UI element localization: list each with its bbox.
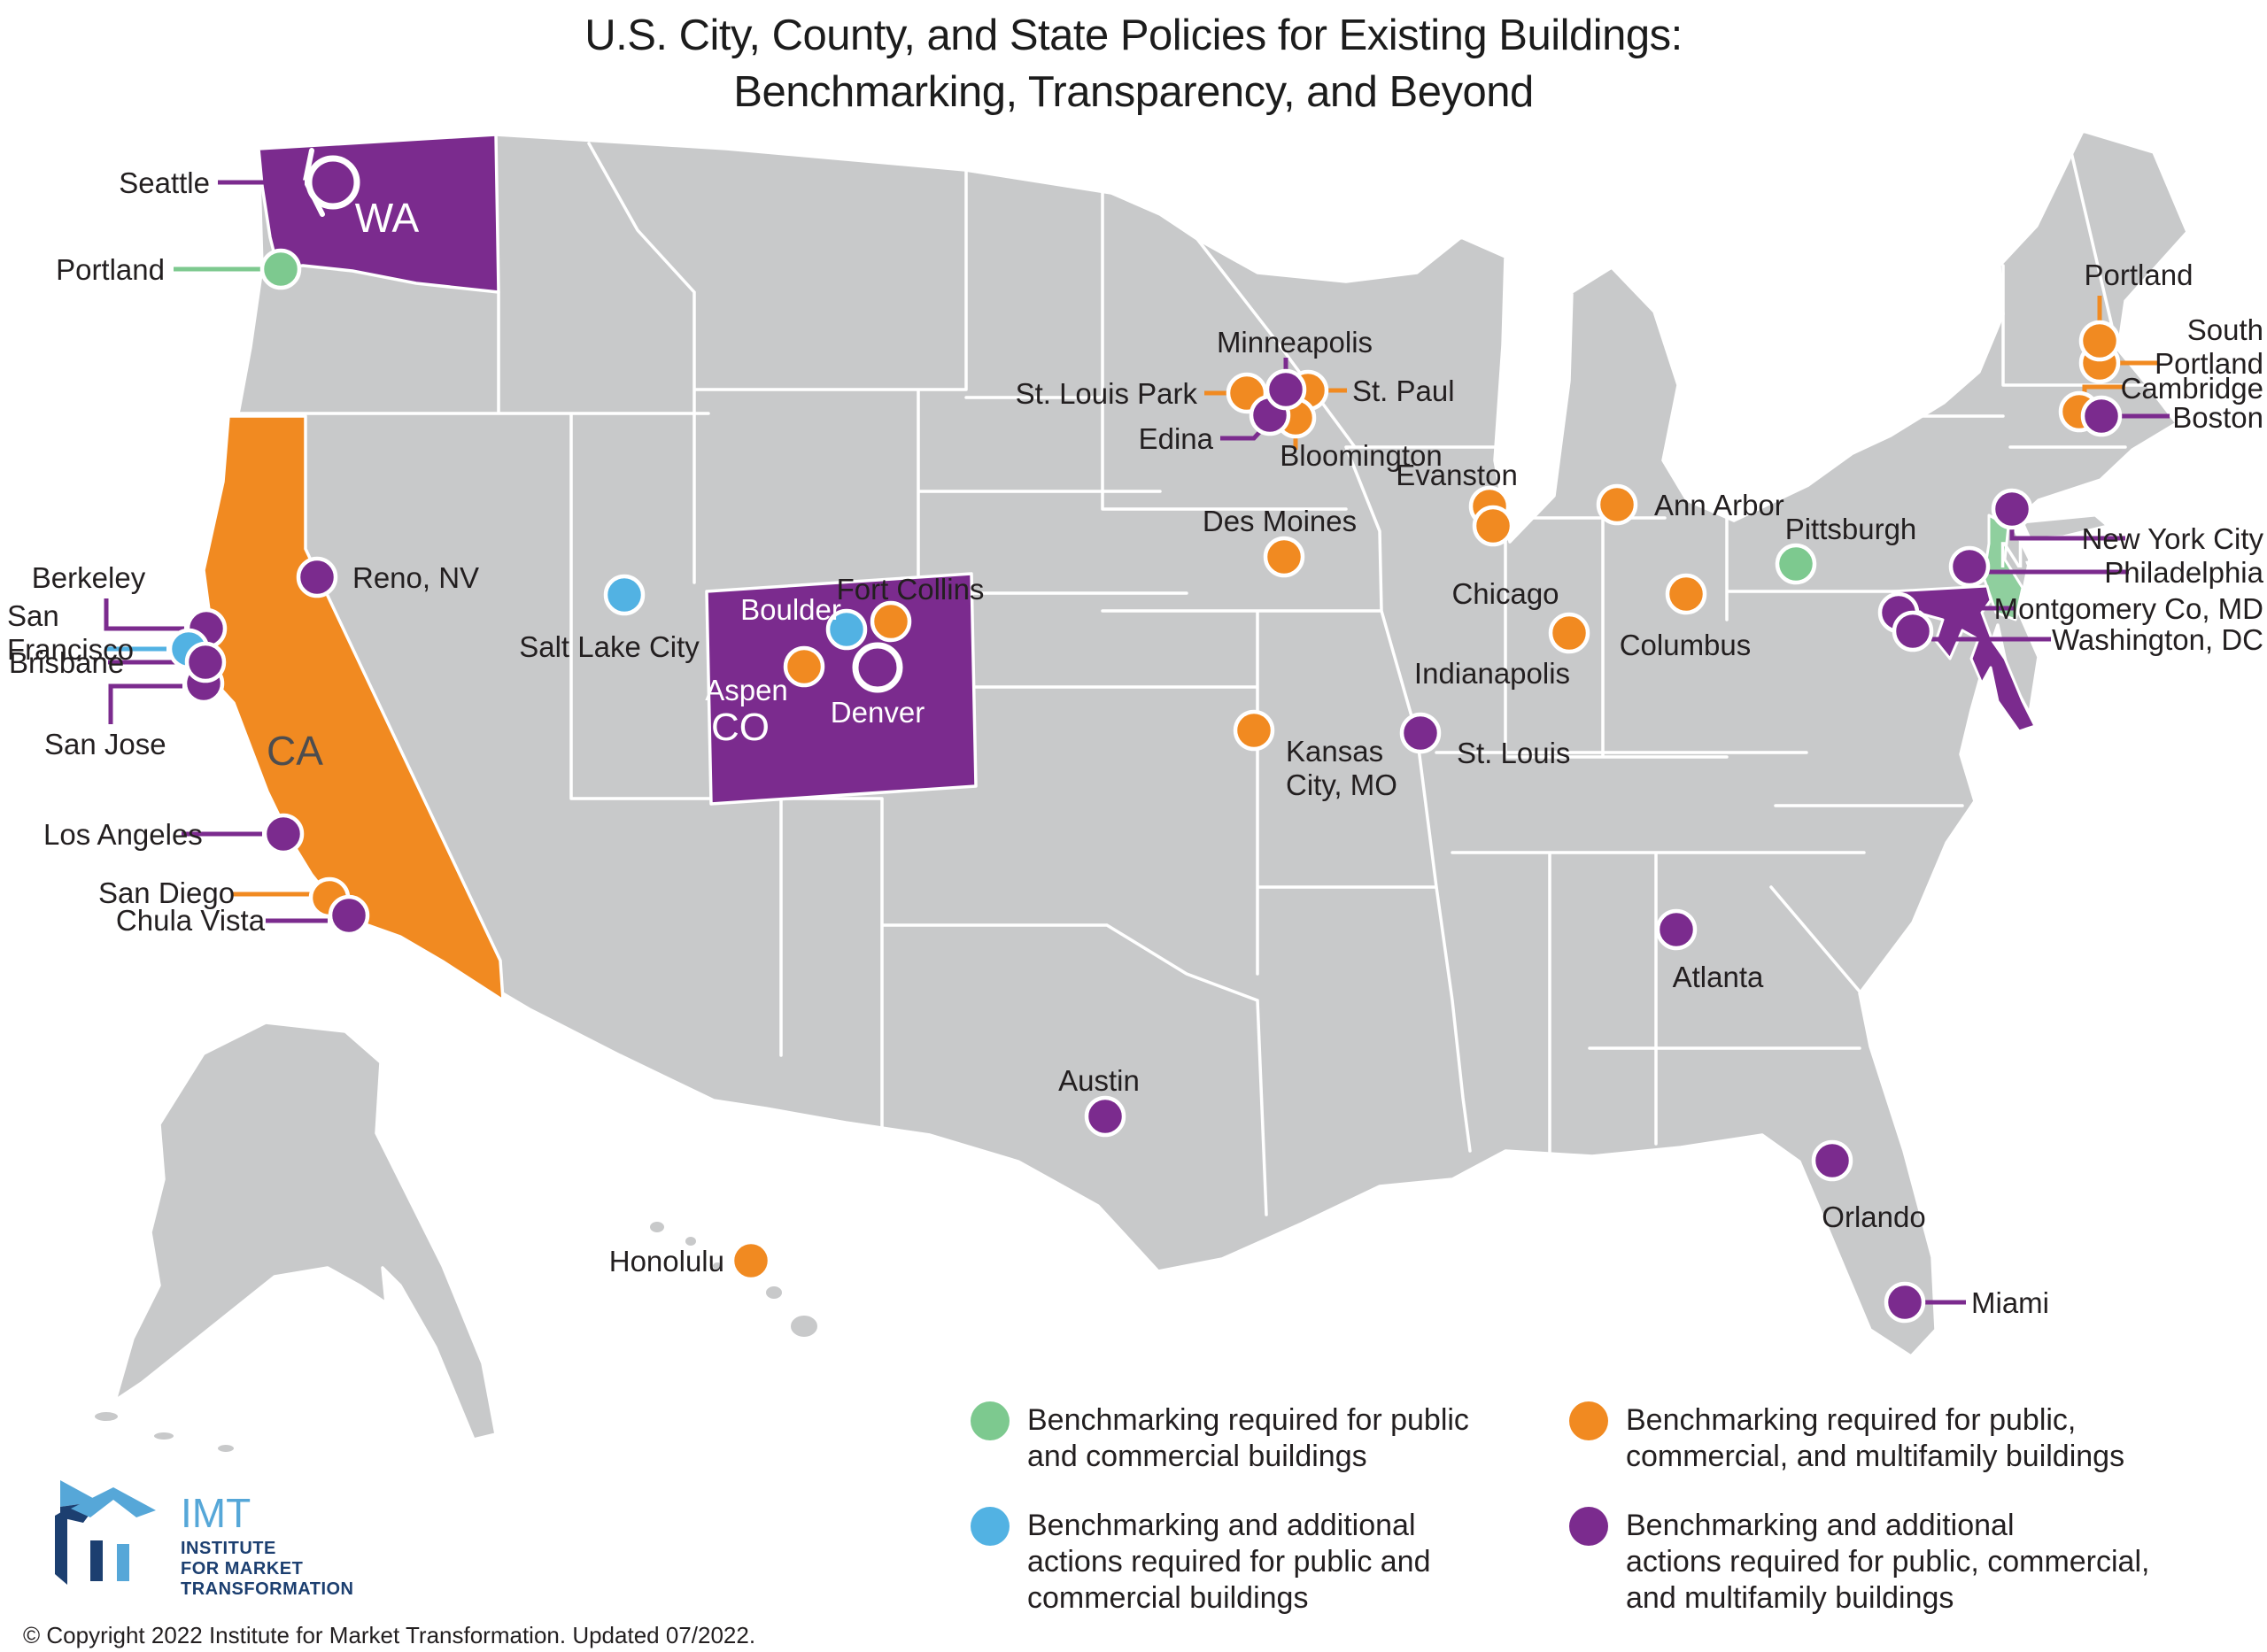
boston-label: Boston — [2172, 401, 2263, 434]
state-labels: WA CA CO NJ — [267, 195, 2044, 774]
legend-label-orange: Benchmarking required for public, commer… — [1626, 1403, 2125, 1473]
pittsburgh-marker[interactable] — [1775, 543, 1817, 585]
des-moines-marker[interactable] — [1263, 536, 1305, 578]
atlanta-marker[interactable] — [1655, 908, 1698, 951]
honolulu-label: Honolulu — [609, 1245, 724, 1278]
montgomery-co-md-label: Montgomery Co, MD — [1994, 592, 2263, 625]
state-border-lines — [227, 135, 2145, 1216]
imt-logo: IMT INSTITUTE FOR MARKET TRANSFORMATION — [44, 1471, 354, 1600]
brisbane-marker[interactable] — [184, 641, 227, 683]
map-title-line2: Benchmarking, Transparency, and Beyond — [733, 68, 1534, 116]
orlando-marker[interactable] — [1811, 1139, 1853, 1182]
legend-dot-purple — [1569, 1507, 1608, 1546]
state-california[interactable] — [191, 414, 505, 1002]
legend-dot-orange — [1569, 1401, 1608, 1440]
chula-vista-label: Chula Vista — [116, 904, 266, 937]
imt-logo-name: INSTITUTE FOR MARKET TRANSFORMATION — [181, 1539, 354, 1599]
legend-dot-blue — [971, 1507, 1010, 1546]
aspen-marker[interactable] — [783, 645, 825, 688]
ann-arbor-marker[interactable] — [1596, 483, 1638, 526]
state-label-california: CA — [267, 728, 323, 774]
portland-me-marker[interactable] — [2078, 320, 2121, 362]
long-island — [2020, 513, 2111, 540]
imt-logo-glyph — [55, 1480, 156, 1585]
denver-marker[interactable] — [852, 642, 903, 693]
state-washington[interactable] — [257, 133, 500, 294]
chicago-marker[interactable] — [1472, 505, 1514, 547]
aleutian-islands — [93, 1410, 236, 1454]
legend-item-purple: Benchmarking and additional actions requ… — [1569, 1507, 2149, 1617]
legend-label-green: Benchmarking required for public and com… — [1027, 1403, 1469, 1473]
los-angeles-marker[interactable] — [262, 813, 305, 855]
miami-marker[interactable] — [1884, 1281, 1926, 1324]
hawaii-islands — [648, 1220, 819, 1339]
legend-label-purple: Benchmarking and additional actions requ… — [1626, 1509, 2150, 1615]
state-label-washington: WA — [355, 195, 420, 241]
leader-san-jose — [108, 683, 182, 724]
columbus-marker[interactable] — [1665, 573, 1707, 615]
leader-berkeley — [104, 598, 184, 631]
logo-roof-main — [71, 1487, 156, 1517]
seattle-label: Seattle — [119, 166, 210, 199]
kansas-city-mo-marker[interactable] — [1233, 709, 1275, 752]
state-maryland[interactable] — [1890, 584, 2037, 733]
us-mainland — [191, 129, 2189, 1358]
state-colorado[interactable] — [705, 572, 978, 806]
indianapolis-marker[interactable] — [1548, 612, 1590, 654]
honolulu-marker[interactable] — [730, 1239, 772, 1282]
portland-or-marker[interactable] — [259, 248, 302, 290]
miami-label: Miami — [1971, 1286, 2049, 1319]
leader-new-york-city — [2009, 528, 2125, 541]
new-york-city-marker[interactable] — [1991, 488, 2033, 530]
logo-bar-dark — [90, 1540, 103, 1581]
austin-marker[interactable] — [1084, 1095, 1126, 1138]
state-new-jersey[interactable] — [1982, 513, 2024, 621]
san-jose-label: San Jose — [44, 728, 166, 760]
map-title-line1: U.S. City, County, and State Policies fo… — [584, 12, 1683, 59]
portland-or-label: Portland — [56, 253, 165, 286]
legend-item-orange: Benchmarking required for public, commer… — [1569, 1401, 2124, 1475]
salt-lake-city-marker[interactable] — [603, 574, 646, 616]
brisbane-label: Brisbane — [9, 646, 124, 679]
los-angeles-label: Los Angeles — [43, 818, 203, 851]
logo-wall — [55, 1509, 67, 1585]
boston-marker[interactable] — [2080, 395, 2123, 437]
st-louis-marker[interactable] — [1399, 712, 1442, 754]
san-francisco-label: San Francisco — [7, 599, 134, 666]
logo-bar-light — [117, 1544, 129, 1581]
boulder-marker[interactable] — [825, 608, 868, 651]
berkeley-label: Berkeley — [32, 561, 146, 594]
washington-dc-label: Washington, DC — [2052, 623, 2263, 656]
copyright-text: © Copyright 2022 Institute for Market Tr… — [23, 1622, 756, 1648]
san-diego-label: San Diego — [98, 876, 235, 909]
alaska — [113, 1021, 498, 1441]
minneapolis-marker[interactable] — [1265, 368, 1307, 411]
fort-collins-marker[interactable] — [870, 600, 912, 643]
map-title: U.S. City, County, and State Policies fo… — [0, 7, 2267, 120]
state-label-colorado: CO — [711, 706, 770, 749]
south-portland-label: South Portland — [2155, 313, 2263, 380]
washington-dc-marker[interactable] — [1892, 610, 1934, 652]
legend-label-blue: Benchmarking and additional actions requ… — [1027, 1509, 1431, 1615]
state-label-new-jersey: NJ — [1998, 534, 2043, 575]
legend-item-blue: Benchmarking and additional actions requ… — [971, 1507, 1431, 1617]
seattle-marker[interactable] — [306, 155, 360, 210]
legend-item-green: Benchmarking required for public and com… — [971, 1401, 1469, 1475]
city-markers — [167, 155, 2123, 1324]
chula-vista-marker[interactable] — [328, 894, 370, 937]
legend-dot-green — [971, 1401, 1010, 1440]
reno-nv-marker[interactable] — [296, 556, 338, 598]
philadelphia-marker[interactable] — [1948, 545, 1991, 588]
imt-logo-abbr: IMT — [181, 1490, 251, 1536]
